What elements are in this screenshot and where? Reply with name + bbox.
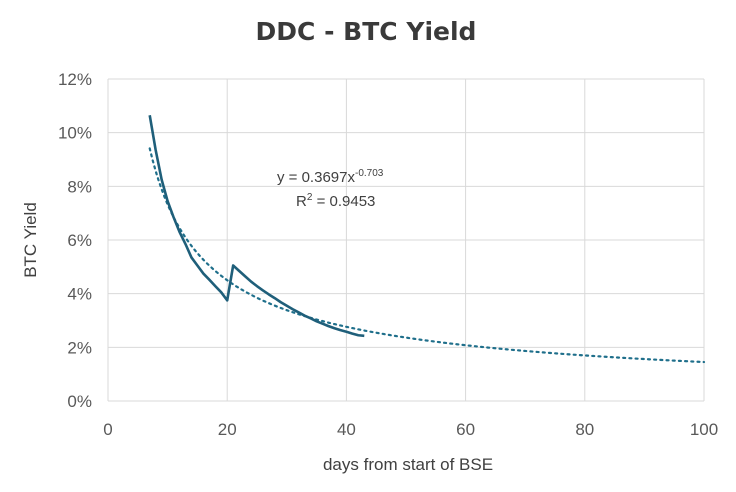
x-tick-label: 40 — [337, 420, 356, 439]
x-tick-labels: 0 20 40 60 80 100 — [103, 420, 718, 439]
y-tick-label: 4% — [67, 285, 92, 304]
trendline-r2-value: = 0.9453 — [312, 193, 375, 210]
trendline-r2-sup: 2 — [307, 192, 313, 203]
y-tick-label: 10% — [58, 124, 92, 143]
x-axis-label: days from start of BSE — [323, 455, 493, 474]
x-tick-label: 100 — [690, 420, 718, 439]
gridlines — [107, 78, 705, 402]
y-tick-label: 2% — [67, 338, 92, 357]
x-tick-label: 60 — [456, 420, 475, 439]
x-tick-label: 20 — [218, 420, 237, 439]
trendline-r2: R2 = 0.9453 — [296, 192, 375, 210]
trendline-equation-main: y = 0.3697x — [277, 169, 355, 186]
chart-title: DDC - BTC Yield — [256, 17, 477, 46]
power-trendline — [148, 147, 706, 364]
trendline-r2-prefix: R — [296, 193, 307, 210]
y-tick-label: 8% — [67, 177, 92, 196]
x-tick-label: 0 — [103, 420, 112, 439]
trendline-equation-exponent: -0.703 — [355, 168, 384, 179]
y-tick-label: 0% — [67, 392, 92, 411]
y-tick-labels: 0% 2% 4% 6% 8% 10% 12% — [58, 70, 92, 411]
y-axis-label: BTC Yield — [21, 202, 40, 278]
x-tick-label: 80 — [575, 420, 594, 439]
y-tick-label: 12% — [58, 70, 92, 89]
y-tick-label: 6% — [67, 231, 92, 250]
trendline-equation: y = 0.3697x-0.703 — [277, 168, 384, 186]
series-line — [148, 115, 365, 338]
